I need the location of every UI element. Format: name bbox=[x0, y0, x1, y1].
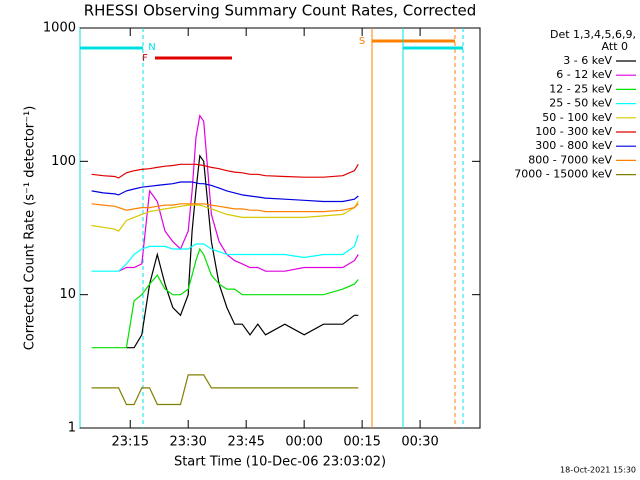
x-tick-label: 00:30 bbox=[401, 435, 438, 450]
legend-label: 300 - 800 keV bbox=[535, 139, 612, 152]
legend-label: 100 - 300 keV bbox=[535, 125, 612, 138]
legend-title: Att 0 bbox=[602, 40, 628, 53]
series-line bbox=[91, 247, 359, 349]
y-tick-label: 10 bbox=[59, 287, 76, 302]
annotation: S bbox=[359, 36, 365, 47]
series-line bbox=[91, 201, 359, 232]
x-tick-label: 23:15 bbox=[112, 435, 149, 450]
series-line bbox=[91, 374, 359, 406]
legend-label: 3 - 6 keV bbox=[563, 54, 612, 67]
series-line bbox=[118, 114, 359, 272]
series-line bbox=[91, 234, 359, 272]
series-line bbox=[91, 163, 359, 179]
series-line bbox=[91, 203, 359, 213]
x-tick-label: 00:00 bbox=[285, 435, 322, 450]
legend-label: 50 - 100 keV bbox=[542, 111, 612, 124]
legend-label: 25 - 50 keV bbox=[549, 97, 612, 110]
y-tick-label: 1 bbox=[68, 421, 76, 436]
legend-label: 800 - 7000 keV bbox=[528, 153, 612, 166]
chart-title: RHESSI Observing Summary Count Rates, Co… bbox=[84, 2, 477, 20]
legend-label: 6 - 12 keV bbox=[556, 68, 612, 81]
legend-title: Det 1,3,4,5,6,9, bbox=[550, 28, 636, 41]
x-tick-label: 23:45 bbox=[227, 435, 264, 450]
y-axis-label: Corrected Count Rate (s⁻¹ detector⁻¹) bbox=[23, 106, 38, 351]
y-tick-label: 1000 bbox=[43, 21, 76, 36]
series-line bbox=[91, 181, 359, 203]
annotation: F bbox=[142, 53, 148, 64]
footer: 18-Oct-2021 15:30 bbox=[560, 466, 636, 475]
plot-frame bbox=[79, 27, 481, 429]
x-tick-label: 00:15 bbox=[343, 435, 380, 450]
legend-label: 12 - 25 keV bbox=[549, 82, 612, 95]
x-axis-label: Start Time (10-Dec-06 23:03:02) bbox=[174, 455, 386, 470]
series-line bbox=[126, 154, 359, 349]
annotation: N bbox=[148, 42, 155, 53]
y-tick-label: 100 bbox=[51, 154, 76, 169]
x-tick-label: 23:30 bbox=[169, 435, 206, 450]
legend-label: 7000 - 15000 keV bbox=[514, 168, 612, 181]
